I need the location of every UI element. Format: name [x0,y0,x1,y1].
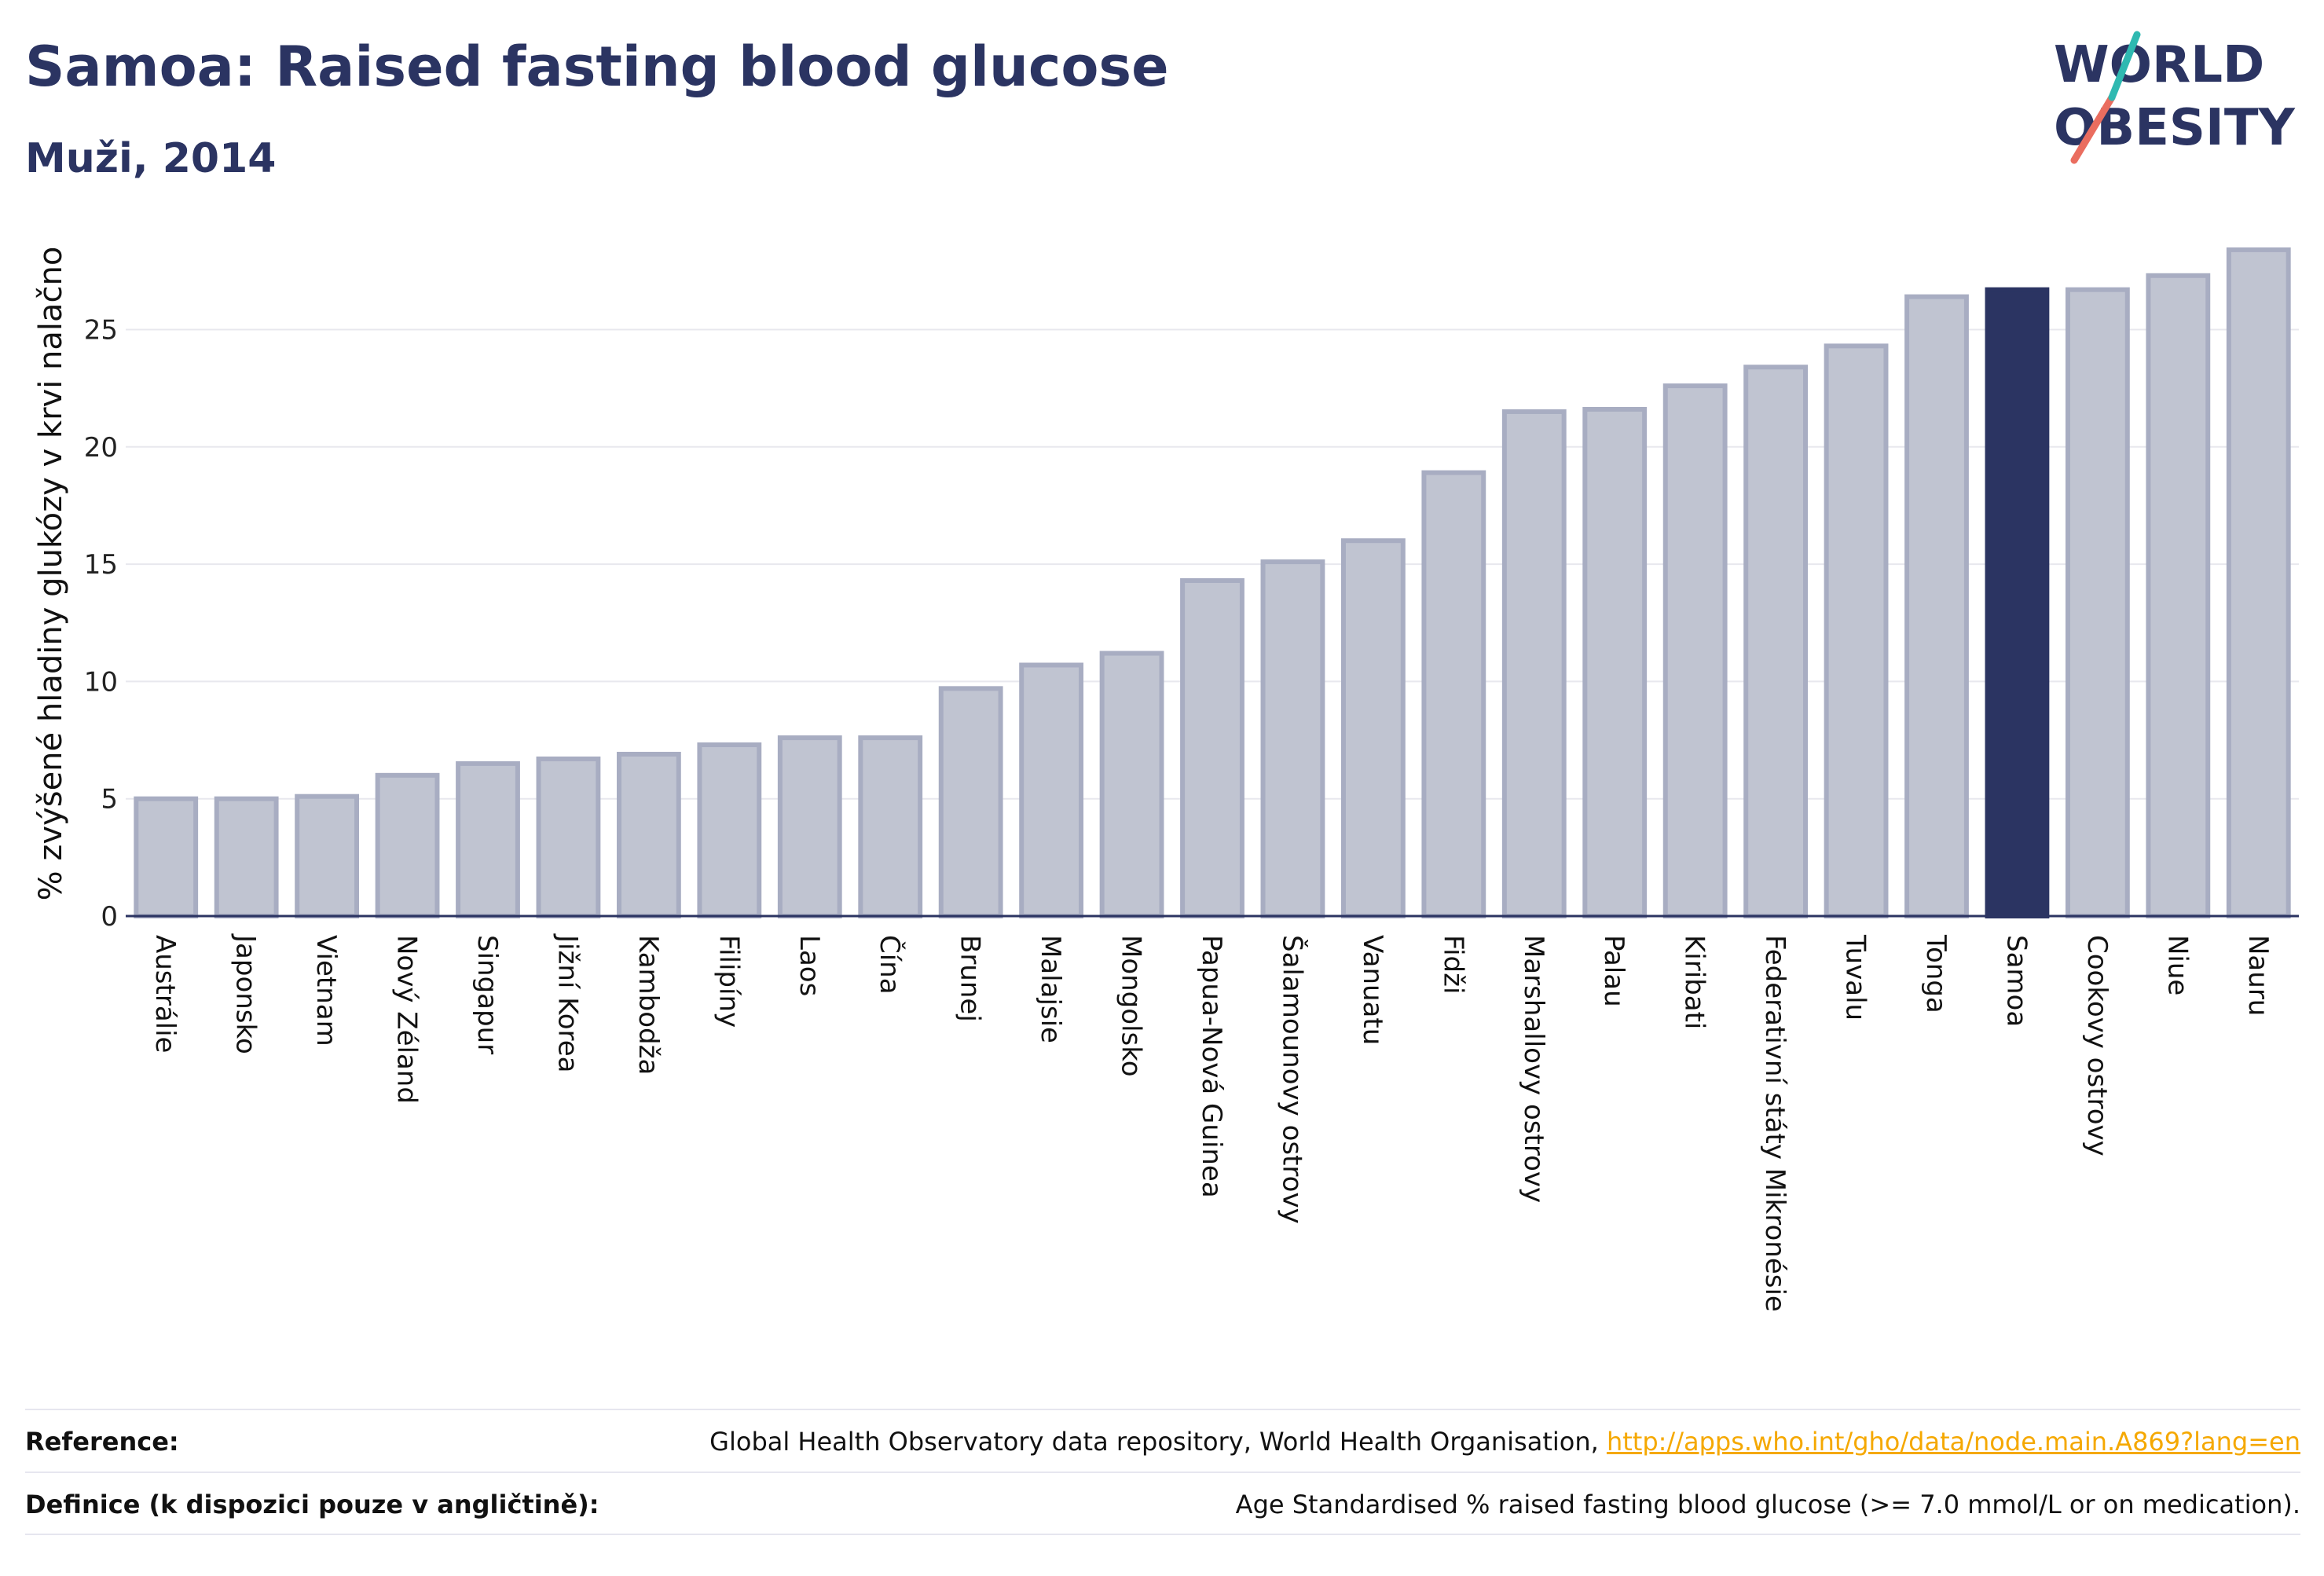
bar-Laos [777,735,842,918]
bar-Šalamounovy ostrovy [1260,559,1325,918]
x-tick-label: Kiribati [1679,935,1710,1029]
x-tick-label: Čína [874,935,906,995]
x-tick-label: Singapur [471,935,503,1054]
x-tick-label: Jižní Korea [552,933,583,1073]
x-tick-label: Palau [1598,935,1629,1007]
reference-label: Reference: [25,1427,179,1457]
bar-Marshallovy ostrovy [1501,409,1567,918]
x-tick-label: Tuvalu [1840,934,1871,1021]
x-tick-label: Vietnam [310,935,342,1046]
bar-Japonsko [214,796,279,918]
bar-Fidži [1421,470,1486,918]
bar-Jižní Korea [536,756,601,918]
bar-Brunej [938,686,1003,919]
footer-bottom-rule [25,1534,2300,1535]
bar-Nauru [2226,247,2291,918]
y-tick-label: 10 [84,666,118,698]
x-tick-label: Mongolsko [1116,935,1147,1077]
definition-text: Age Standardised % raised fasting blood … [1235,1490,2300,1519]
x-tick-label: Vanuatu [1357,935,1388,1045]
logo-slash-teal [2108,31,2141,101]
bar-Nový Zéland [375,772,440,918]
x-tick-label: Samoa [2000,935,2032,1027]
bar-Vietnam [295,793,360,918]
x-tick-label: Laos [794,935,825,996]
bar-Samoa [1985,287,2050,919]
definition-label: Definice (k dispozici pouze v angličtině… [25,1490,599,1519]
bar-Palau [1582,406,1648,918]
chart-title: Samoa: Raised fasting blood glucose [25,35,1169,99]
y-tick-label: 0 [101,901,118,933]
bar-Filipíny [697,742,762,918]
bar-Mongolsko [1099,651,1164,918]
bar-Malajsie [1019,662,1084,919]
x-tick-label: Malajsie [1035,935,1066,1043]
bar-Tonga [1904,294,1969,919]
chart-subtitle: Muži, 2014 [25,135,277,182]
world-obesity-logo: WORLD OBESITY [2054,31,2295,164]
x-tick-label: Filipíny [713,935,744,1028]
bar-Cookovy ostrovy [2065,287,2130,919]
x-tick-label: Niue [2161,935,2193,995]
bar-Papua-Nová Guinea [1180,577,1244,918]
x-tick-label: Kambodža [632,935,664,1075]
bar-Kambodža [616,751,681,918]
bar-Vanuatu [1340,538,1406,918]
bar-Singapur [456,761,520,918]
x-tick-label: Fidži [1437,935,1468,994]
x-tick-label: Marshallovy ostrovy [1518,935,1549,1203]
x-tick-label: Nový Zéland [391,935,423,1104]
bar-Kiribati [1662,383,1728,918]
y-tick-label: 20 [84,432,118,464]
logo-slash-red [2070,93,2116,164]
x-tick-label: Japonsko [230,933,262,1054]
reference-text: Global Health Observatory data repositor… [709,1427,1607,1457]
bar-Federativní státy Mikronésie [1743,365,1809,918]
y-tick-label: 15 [84,549,118,581]
x-tick-label: Austrálie [149,935,181,1053]
bar-Tuvalu [1824,343,1889,918]
bar-Austrálie [134,796,199,918]
x-tick-label: Cookovy ostrovy [2081,935,2113,1156]
bar-chart: 0 5 10 15 20 25 Austrálie Japonsko Vietnam Nový Z… [84,247,2299,1312]
x-tick-label: Papua-Nová Guinea [1196,935,1227,1198]
bar-Čína [858,735,923,918]
definition-row: Definice (k dispozici pouze v angličtině… [25,1472,2300,1536]
reference-value: Global Health Observatory data repositor… [709,1427,2300,1457]
x-tick-label: Federativní státy Mikronésie [1759,935,1791,1312]
x-tick-label: Nauru [2242,935,2274,1016]
x-tick-label: Brunej [955,935,986,1022]
logo-line-world: WORLD [2054,36,2264,94]
bar-Niue [2146,273,2211,918]
x-tick-label: Tonga [1920,934,1952,1013]
x-tick-label: Šalamounovy ostrovy [1276,935,1308,1224]
reference-link[interactable]: http://apps.who.int/gho/data/node.main.A… [1606,1427,2300,1457]
y-tick-label: 25 [84,314,118,346]
reference-row: Reference: Global Health Observatory dat… [25,1409,2300,1473]
y-tick-label: 5 [101,784,118,815]
